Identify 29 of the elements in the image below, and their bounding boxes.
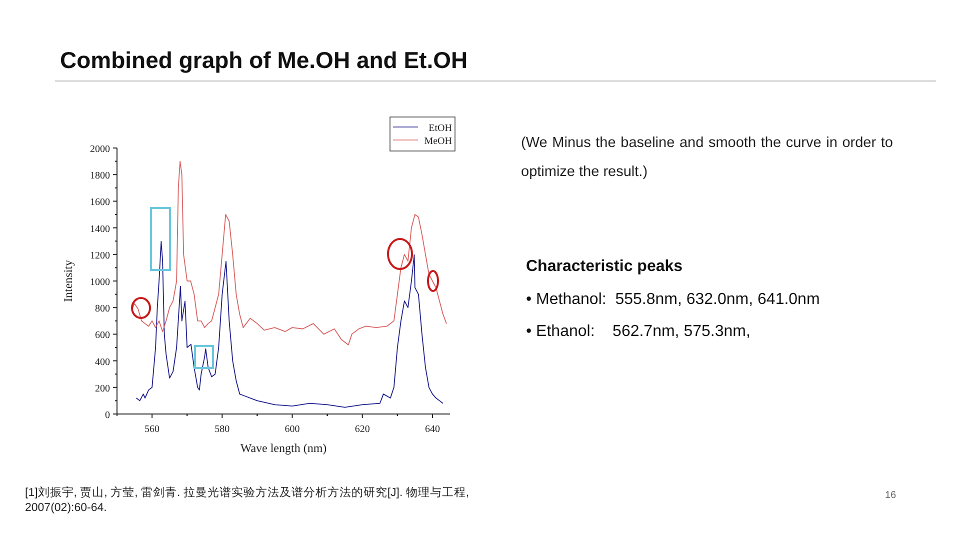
x-tick-label: 620 bbox=[354, 424, 370, 435]
y-tick-label: 1200 bbox=[90, 250, 110, 262]
annotation: Characteristic peaks bbox=[526, 258, 683, 276]
y-tick-label: 0 bbox=[105, 410, 110, 421]
title: Combined graph of Me.OH and Et.OH bbox=[60, 47, 468, 74]
y-tick-label: 800 bbox=[95, 304, 110, 315]
x-axis-title: Wave length (nm) bbox=[240, 441, 327, 455]
y-tick-label: 2000 bbox=[90, 144, 110, 155]
legend-label: EtOH bbox=[428, 123, 452, 134]
annotation: (We Minus the baseline and smooth the curve in order to optimize the result.) bbox=[521, 134, 893, 182]
annotation: 16 bbox=[885, 490, 896, 501]
line-series bbox=[132, 160, 447, 346]
y-tick-label: 200 bbox=[95, 383, 110, 394]
y-tick-label: 1800 bbox=[90, 170, 110, 182]
y-tick-label: 400 bbox=[95, 356, 110, 368]
y-tick-label: 600 bbox=[95, 330, 110, 342]
annotation: • Ethanol: 562.7nm, 575.3nm, bbox=[526, 323, 750, 341]
y-axis-title: Intensity bbox=[61, 260, 75, 302]
y-tick-label: 1600 bbox=[90, 197, 110, 208]
x-tick-label: 640 bbox=[424, 424, 440, 435]
annotation: [1]刘振宇, 贾山, 方莹, 雷剑青. 拉曼光谱实验方法及谱分析方法的研究[J]. 物理与工程, 2007(02):60-64. bbox=[25, 486, 470, 516]
legend-label: MeOH bbox=[424, 136, 452, 147]
y-tick-label: 1400 bbox=[90, 224, 110, 235]
x-tick-label: 560 bbox=[144, 424, 160, 435]
x-tick-label: 580 bbox=[214, 424, 230, 435]
y-tick-label: 1000 bbox=[90, 277, 110, 288]
annotation: • Methanol: 555.8nm, 632.0nm, 641.0nm bbox=[526, 291, 820, 309]
line-series bbox=[136, 241, 444, 408]
x-tick-label: 600 bbox=[284, 424, 300, 435]
